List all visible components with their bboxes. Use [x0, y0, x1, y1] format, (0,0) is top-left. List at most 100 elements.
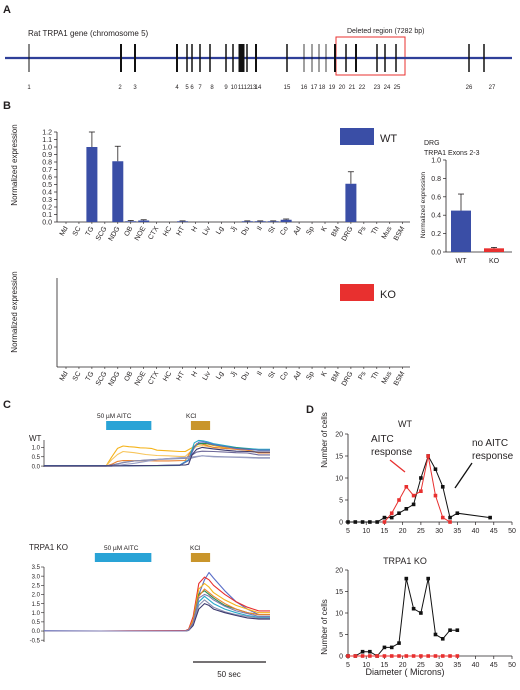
- ca-wt-stim-bars: [106, 421, 211, 430]
- ko-category-SC: SC: [72, 371, 83, 383]
- ko-category-NOE: NOE: [134, 370, 148, 387]
- dia-ko-point-AITC: [389, 654, 394, 658]
- wt-category-Md: Md: [59, 225, 70, 237]
- inset-axes: 0.0 0.2 0.4 0.6 0.8 1.0: [431, 158, 512, 257]
- ca-ko-stim-bars: [94, 553, 211, 562]
- dia-wt-line-all: [348, 454, 491, 523]
- wt-ylabel: Normalized expression: [10, 124, 19, 205]
- ko-category-St: St: [268, 370, 277, 379]
- ca-ko-ytick-label: 0.5: [32, 620, 41, 626]
- dia-wt-line-AITC: [384, 455, 451, 523]
- gene-title: Rat TRPA1 gene (chromosome 5): [28, 29, 149, 38]
- exon-label-10: 10: [231, 85, 238, 91]
- dia-ko-point-AITC: [397, 654, 401, 658]
- wt-category-Il: Il: [256, 225, 264, 232]
- dia-wt-point-AITC: [448, 520, 452, 524]
- exon-label-17: 17: [311, 85, 318, 91]
- wt-category-SC: SC: [72, 226, 83, 238]
- wt-bars: [86, 131, 357, 222]
- dia-wt-xtick-label: 45: [490, 528, 498, 535]
- ca-wt-kcl-label: KCl: [186, 413, 197, 420]
- exon-label-11: 11: [238, 85, 245, 91]
- wt-category-Sp: Sp: [305, 225, 315, 236]
- ca-ko-traces: [43, 571, 270, 632]
- dia-ko-xtick-label: 20: [399, 662, 407, 669]
- dia-wt-point-AITC: [440, 515, 445, 520]
- inset-bar-KO: [484, 248, 504, 252]
- dia-ko-point-AITC: [433, 654, 438, 658]
- wt-category-Mus: Mus: [381, 225, 394, 240]
- panel-label-d: D: [306, 404, 314, 416]
- dia-ko-ytick-label: 20: [335, 568, 343, 575]
- ca-ko-trace-9: [44, 593, 270, 632]
- dia-wt-ytick-label: 0: [339, 520, 343, 527]
- ko-category-Liv: Liv: [202, 370, 213, 382]
- inset-ytick-label: 0.8: [431, 176, 441, 183]
- panel-label-c: C: [3, 399, 11, 411]
- ca-ko-aitc-label: 50 µM AITC: [104, 545, 139, 552]
- dia-ko-point-all: [440, 637, 445, 641]
- dia-ko-xtick-label: 30: [435, 662, 443, 669]
- wt-category-Jj: Jj: [229, 225, 238, 233]
- ca-ko-trace-2: [44, 576, 270, 632]
- panel-label-a: A: [3, 4, 11, 16]
- dia-wt-point-all: [404, 507, 409, 511]
- ko-category-TG: TG: [85, 371, 96, 383]
- dia-ko-point-all: [389, 645, 394, 650]
- wt-category-H: H: [191, 226, 200, 234]
- wt-ytick-label: 0.9: [42, 152, 52, 159]
- dia-wt-point-all: [375, 520, 379, 524]
- wt-category-Th: Th: [370, 225, 380, 236]
- exon-label-5: 5: [185, 85, 189, 91]
- dia-wt-point-all: [389, 515, 394, 520]
- ca-ko-ytick-label: 3.0: [32, 574, 41, 580]
- dia-wt-point-AITC: [382, 520, 387, 524]
- ko-legend-label: KO: [380, 289, 396, 301]
- exon-label-16: 16: [301, 85, 308, 91]
- dia-ko-point-AITC: [455, 654, 460, 658]
- inset-ylabel: Normalized expression: [420, 172, 427, 238]
- ca-wt-trace-3: [44, 443, 270, 467]
- ca-ko-trace-8: [44, 588, 270, 632]
- ca-wt-title: WT: [29, 434, 42, 443]
- ca-wt-traces: [44, 439, 270, 467]
- wt-legend-label: WT: [380, 133, 397, 145]
- dia-ko-xtick-label: 40: [472, 662, 480, 669]
- inset-bars: WT KO: [451, 193, 504, 265]
- dia-wt-point-AITC: [397, 498, 401, 502]
- ca-wt-trace-5: [44, 442, 270, 467]
- dia-ko-point-all: [426, 576, 430, 581]
- panel-c: C WT 50 µM AITC KCl 0.0 0.5 1.0 TRPA1 KO 5…: [3, 399, 270, 679]
- dia-ko-point-all: [382, 645, 387, 650]
- wt-category-BSM: BSM: [393, 225, 407, 242]
- scale-bar-label: 50 sec: [217, 670, 241, 679]
- dia-wt-aitc-arrow: [389, 459, 406, 473]
- dia-ko-point-all: [404, 576, 409, 581]
- dia-ko-point-all: [419, 611, 423, 615]
- ko-category-Lg: Lg: [215, 370, 225, 380]
- dia-wt-point-all: [455, 511, 460, 515]
- ko-category-DRG: DRG: [341, 371, 355, 388]
- dia-ko-point-all: [368, 649, 372, 654]
- exon-label-24: 24: [384, 85, 391, 91]
- ca-ko-ytick-label: 1.0: [32, 611, 41, 617]
- dia-wt-xtick-label: 20: [399, 528, 407, 535]
- inset-bar-WT: [451, 210, 471, 252]
- dia-wt-point-all: [397, 511, 401, 515]
- wt-bar-HT: [177, 221, 189, 222]
- dia-wt-ylabel: Number of cells: [320, 412, 329, 468]
- inset-title: DRG: [424, 140, 440, 147]
- wt-category-HC: HC: [162, 226, 173, 238]
- dia-ko-point-all: [455, 628, 460, 632]
- ca-wt-trace-7: [44, 450, 270, 467]
- dia-wt-no-annot: no AITC: [472, 438, 508, 449]
- dia-wt-ytick-label: 5: [339, 498, 343, 505]
- dia-ko-point-AITC: [368, 654, 372, 658]
- dia-ko-point-all: [360, 649, 365, 654]
- wt-category-labels: Md SC TG SCG NDG OB NOE CTX HC HT H Liv Lg Jj Du Il St Co…: [59, 222, 407, 242]
- dia-wt-xtick-label: 5: [346, 528, 350, 535]
- ca-wt-aitc-bar: [106, 421, 152, 430]
- ko-category-BSM: BSM: [393, 370, 407, 387]
- wt-category-HT: HT: [176, 225, 187, 237]
